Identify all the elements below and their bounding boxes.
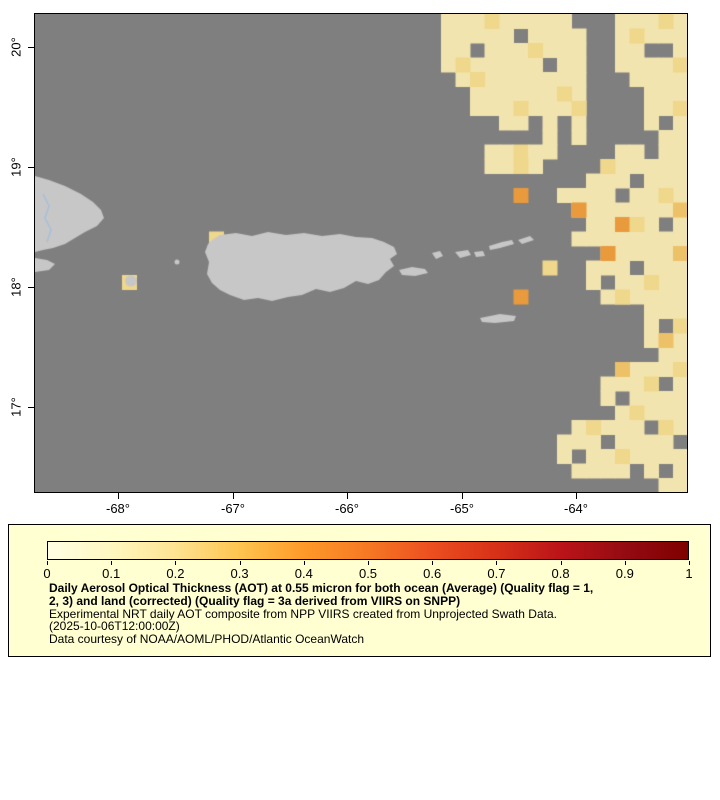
colorbar-tick-label: 0.2 <box>166 566 185 581</box>
colorbar-tick-mark <box>496 561 498 565</box>
lon-tick-mark <box>233 493 234 499</box>
lon-tick-label: -68° <box>106 501 130 516</box>
colorbar-tick-label: 0.6 <box>423 566 442 581</box>
lat-tick-label: 19° <box>8 157 24 177</box>
lat-tick-mark <box>28 407 34 408</box>
colorbar-tick-label: 0.5 <box>358 566 378 581</box>
colorbar-tick-mark <box>624 561 626 565</box>
colorbar-tick-mark <box>175 561 177 565</box>
legend-title-line2: 2, 3) and land (corrected) (Quality flag… <box>49 593 461 608</box>
lon-tick-label: -67° <box>221 501 245 516</box>
map-frame <box>34 13 688 493</box>
colorbar-tick-mark <box>560 561 562 565</box>
map-canvas <box>35 14 687 492</box>
legend-subtitle-line2: (2025-10-06T12:00:00Z) <box>49 619 180 634</box>
lon-tick-mark <box>462 493 463 499</box>
colorbar-tick-label: 0.3 <box>230 566 249 581</box>
colorbar-tick-label: 0.1 <box>102 566 121 581</box>
colorbar-tick-label: 0.8 <box>551 566 570 581</box>
legend-text: Daily Aerosol Optical Thickness (AOT) at… <box>49 582 593 646</box>
lon-tick-label: -66° <box>335 501 359 516</box>
colorbar-tick-label: 1 <box>685 566 693 581</box>
legend-credit: Data courtesy of NOAA/AOML/PHOD/Atlantic… <box>49 632 364 647</box>
colorbar-tick-mark <box>689 561 690 565</box>
lon-tick-mark <box>118 493 119 499</box>
legend-title-line1: Daily Aerosol Optical Thickness (AOT) at… <box>49 581 594 595</box>
lat-tick-mark <box>28 167 34 168</box>
lon-tick-mark <box>347 493 348 499</box>
lon-tick-label: -65° <box>450 501 474 516</box>
colorbar-tick-mark <box>303 561 305 565</box>
lon-tick-mark <box>576 493 577 499</box>
lat-tick-mark <box>28 47 34 48</box>
colorbar-tick-mark <box>111 561 113 565</box>
lat-tick-label: 17° <box>8 397 24 417</box>
colorbar-tick-mark <box>432 561 434 565</box>
lat-tick-mark <box>28 287 34 288</box>
colorbar-tick-mark <box>239 561 241 565</box>
colorbar <box>47 541 689 560</box>
colorbar-tick-label: 0.7 <box>487 566 506 581</box>
lon-tick-label: -64° <box>564 501 588 516</box>
colorbar-tick-mark <box>368 561 369 565</box>
colorbar-tick-label: 0 <box>43 566 51 581</box>
colorbar-tick-label: 0.4 <box>294 566 313 581</box>
lat-tick-label: 18° <box>8 277 24 297</box>
colorbar-tick-label: 0.9 <box>615 566 634 581</box>
lat-tick-label: 20° <box>8 37 24 57</box>
legend-subtitle-line1: Experimental NRT daily AOT composite fro… <box>49 606 557 621</box>
colorbar-tick-mark <box>47 561 48 565</box>
legend-panel: Daily Aerosol Optical Thickness (AOT) at… <box>8 524 711 657</box>
